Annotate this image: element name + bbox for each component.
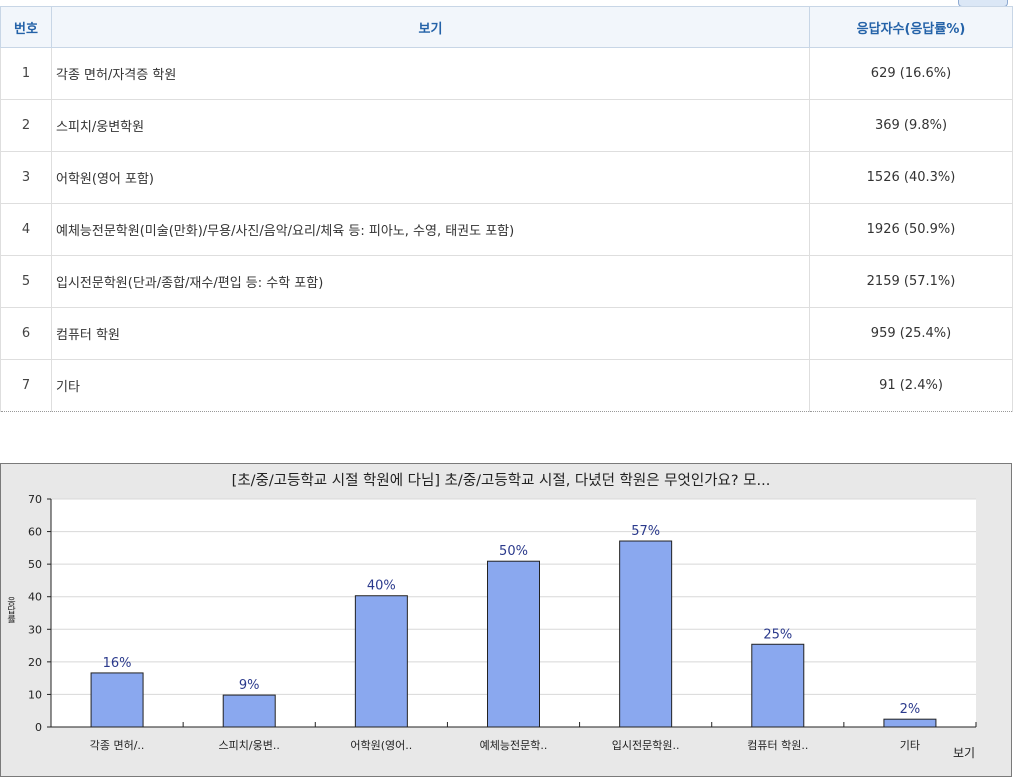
bar <box>90 672 144 728</box>
bar <box>222 694 276 728</box>
bar-data-label: 25% <box>763 627 792 642</box>
row-option-label: 어학원(영어 포함) <box>51 151 810 204</box>
row-count: 369 (9.8%) <box>809 99 1013 152</box>
bar <box>354 595 408 728</box>
y-tick-label: 70 <box>28 493 42 506</box>
header-option: 보기 <box>51 6 810 48</box>
bar <box>487 560 540 728</box>
y-tick-label: 50 <box>28 558 42 571</box>
bars: 16% 9% 40% 50% 57% 25% 2% <box>90 524 937 728</box>
row-count: 629 (16.6%) <box>809 47 1013 100</box>
row-option-label: 기타 <box>51 359 810 412</box>
bar <box>883 718 937 728</box>
table-row: 5 입시전문학원(단과/종합/재수/편입 등: 수학 포함) 2159 (57.1%… <box>0 255 1013 308</box>
row-count: 1526 (40.3%) <box>809 151 1013 204</box>
table-row: 6 컴퓨터 학원 959 (25.4%) <box>0 307 1013 360</box>
chart-frame: 16% 9% 40% 50% 57% 25% 2% 0 10 20 30 40 50 60 70 각종 면허… <box>0 463 1012 777</box>
row-option-label: 컴퓨터 학원 <box>51 307 810 360</box>
header-count: 응답자수(응답률%) <box>809 6 1013 48</box>
results-table: 번호 보기 응답자수(응답률%) 1 각종 면허/자격증 학원 629 (16.6%… <box>0 6 1013 412</box>
table-body: 1 각종 면허/자격증 학원 629 (16.6%) 2 스피치/웅변학원 369 (9.… <box>0 47 1013 412</box>
chart-title: [초/중/고등학교 시절 학원에 다님] 초/중/고등학교 시절, 다녔던 학원… <box>232 472 771 489</box>
row-count: 959 (25.4%) <box>809 307 1013 360</box>
x-axis-label: 보기 <box>953 746 975 760</box>
y-tick-label: 10 <box>28 688 42 701</box>
x-tick-label: 입시전문학원.. <box>612 739 680 752</box>
bar <box>619 540 673 728</box>
row-count: 91 (2.4%) <box>809 359 1013 412</box>
row-number: 3 <box>0 151 52 204</box>
table-row: 4 예체능전문학원(미술(만화)/무용/사진/음악/요리/체육 등: 피아노, 수… <box>0 203 1013 256</box>
y-tick-label: 30 <box>28 623 42 636</box>
row-option-label: 입시전문학원(단과/종합/재수/편입 등: 수학 포함) <box>51 255 810 308</box>
row-option-label: 스피치/웅변학원 <box>51 99 810 152</box>
row-option-label: 각종 면허/자격증 학원 <box>51 47 810 100</box>
row-count: 1926 (50.9%) <box>809 203 1013 256</box>
row-number: 5 <box>0 255 52 308</box>
y-tick-label: 40 <box>28 591 42 604</box>
x-tick-label: 어학원(영어.. <box>350 739 412 752</box>
row-number: 1 <box>0 47 52 100</box>
axes: 0 10 20 30 40 50 60 70 각종 면허/.. 스피치/웅변.. 어학원(영어.. 예… <box>28 493 977 752</box>
y-tick-label: 20 <box>28 656 42 669</box>
row-number: 2 <box>0 99 52 152</box>
bar <box>751 643 805 728</box>
x-tick-label: 기타 <box>900 739 920 752</box>
y-tick-label: 0 <box>35 721 42 734</box>
bar-data-label: 9% <box>239 678 260 693</box>
bar-data-label: 57% <box>631 524 660 539</box>
y-tick-label: 60 <box>28 526 42 539</box>
row-option-label: 예체능전문학원(미술(만화)/무용/사진/음악/요리/체육 등: 피아노, 수영… <box>51 203 810 256</box>
table-row: 7 기타 91 (2.4%) <box>0 359 1013 412</box>
table-row: 2 스피치/웅변학원 369 (9.8%) <box>0 99 1013 152</box>
x-tick-label: 스피치/웅변.. <box>219 739 280 752</box>
bar-data-label: 50% <box>499 544 528 559</box>
bar-chart: 16% 9% 40% 50% 57% 25% 2% 0 10 20 30 40 50 60 70 각종 면허… <box>5 472 977 760</box>
table-row: 3 어학원(영어 포함) 1526 (40.3%) <box>0 151 1013 204</box>
x-tick-label: 컴퓨터 학원.. <box>747 739 808 752</box>
x-tick-label: 예체능전문학.. <box>480 739 548 752</box>
header-number: 번호 <box>0 6 52 48</box>
row-count: 2159 (57.1%) <box>809 255 1013 308</box>
table-header-row: 번호 보기 응답자수(응답률%) <box>0 6 1013 48</box>
table-row: 1 각종 면허/자격증 학원 629 (16.6%) <box>0 47 1013 100</box>
bar-data-label: 40% <box>367 579 396 594</box>
y-axis-label: 응답률 <box>5 596 15 623</box>
x-tick-label: 각종 면허/.. <box>90 739 145 752</box>
row-number: 6 <box>0 307 52 360</box>
row-number: 4 <box>0 203 52 256</box>
bar-data-label: 16% <box>103 656 132 671</box>
row-number: 7 <box>0 359 52 412</box>
bar-data-label: 2% <box>900 702 921 717</box>
